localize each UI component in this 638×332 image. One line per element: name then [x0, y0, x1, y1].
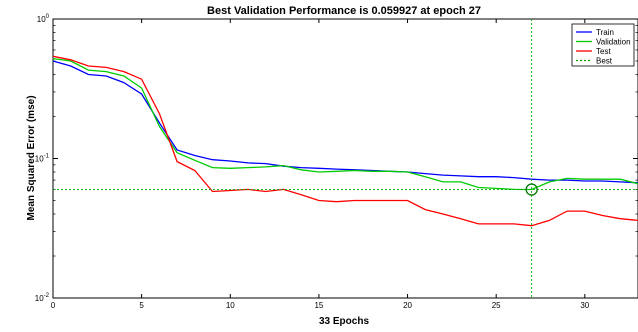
best-point-marker	[525, 183, 538, 196]
legend-label-test: Test	[596, 47, 611, 56]
x-tick-label: 25	[492, 301, 501, 310]
y-axis-label: Mean Squared Error (mse)	[26, 95, 37, 220]
x-tick-label: 10	[226, 301, 235, 310]
axis-ticks: 0 5 10 15 20 25 30 100 10-1 10-2	[35, 14, 638, 310]
y-tick-label: 100	[37, 14, 50, 24]
legend-label-validation: Validation	[596, 38, 631, 47]
x-axis-label: 33 Epochs	[319, 316, 369, 327]
x-tick-label: 0	[51, 301, 56, 310]
plot-area	[52, 18, 638, 299]
series-line-validation	[52, 57, 638, 191]
legend-box	[571, 23, 635, 67]
series-layer	[52, 55, 638, 227]
y-tick-label: 10-1	[35, 154, 50, 164]
x-tick-label: 5	[139, 301, 144, 310]
y-tick-label: 10-2	[35, 293, 50, 303]
legend-label-train: Train	[596, 28, 614, 37]
x-tick-label: 20	[403, 301, 412, 310]
legend-label-best: Best	[596, 57, 613, 66]
x-tick-label: 15	[314, 301, 323, 310]
chart-title: Best Validation Performance is 0.059927 …	[207, 5, 481, 17]
series-line-test	[52, 55, 638, 227]
x-tick-label: 30	[580, 301, 589, 310]
best-layer	[53, 19, 638, 298]
